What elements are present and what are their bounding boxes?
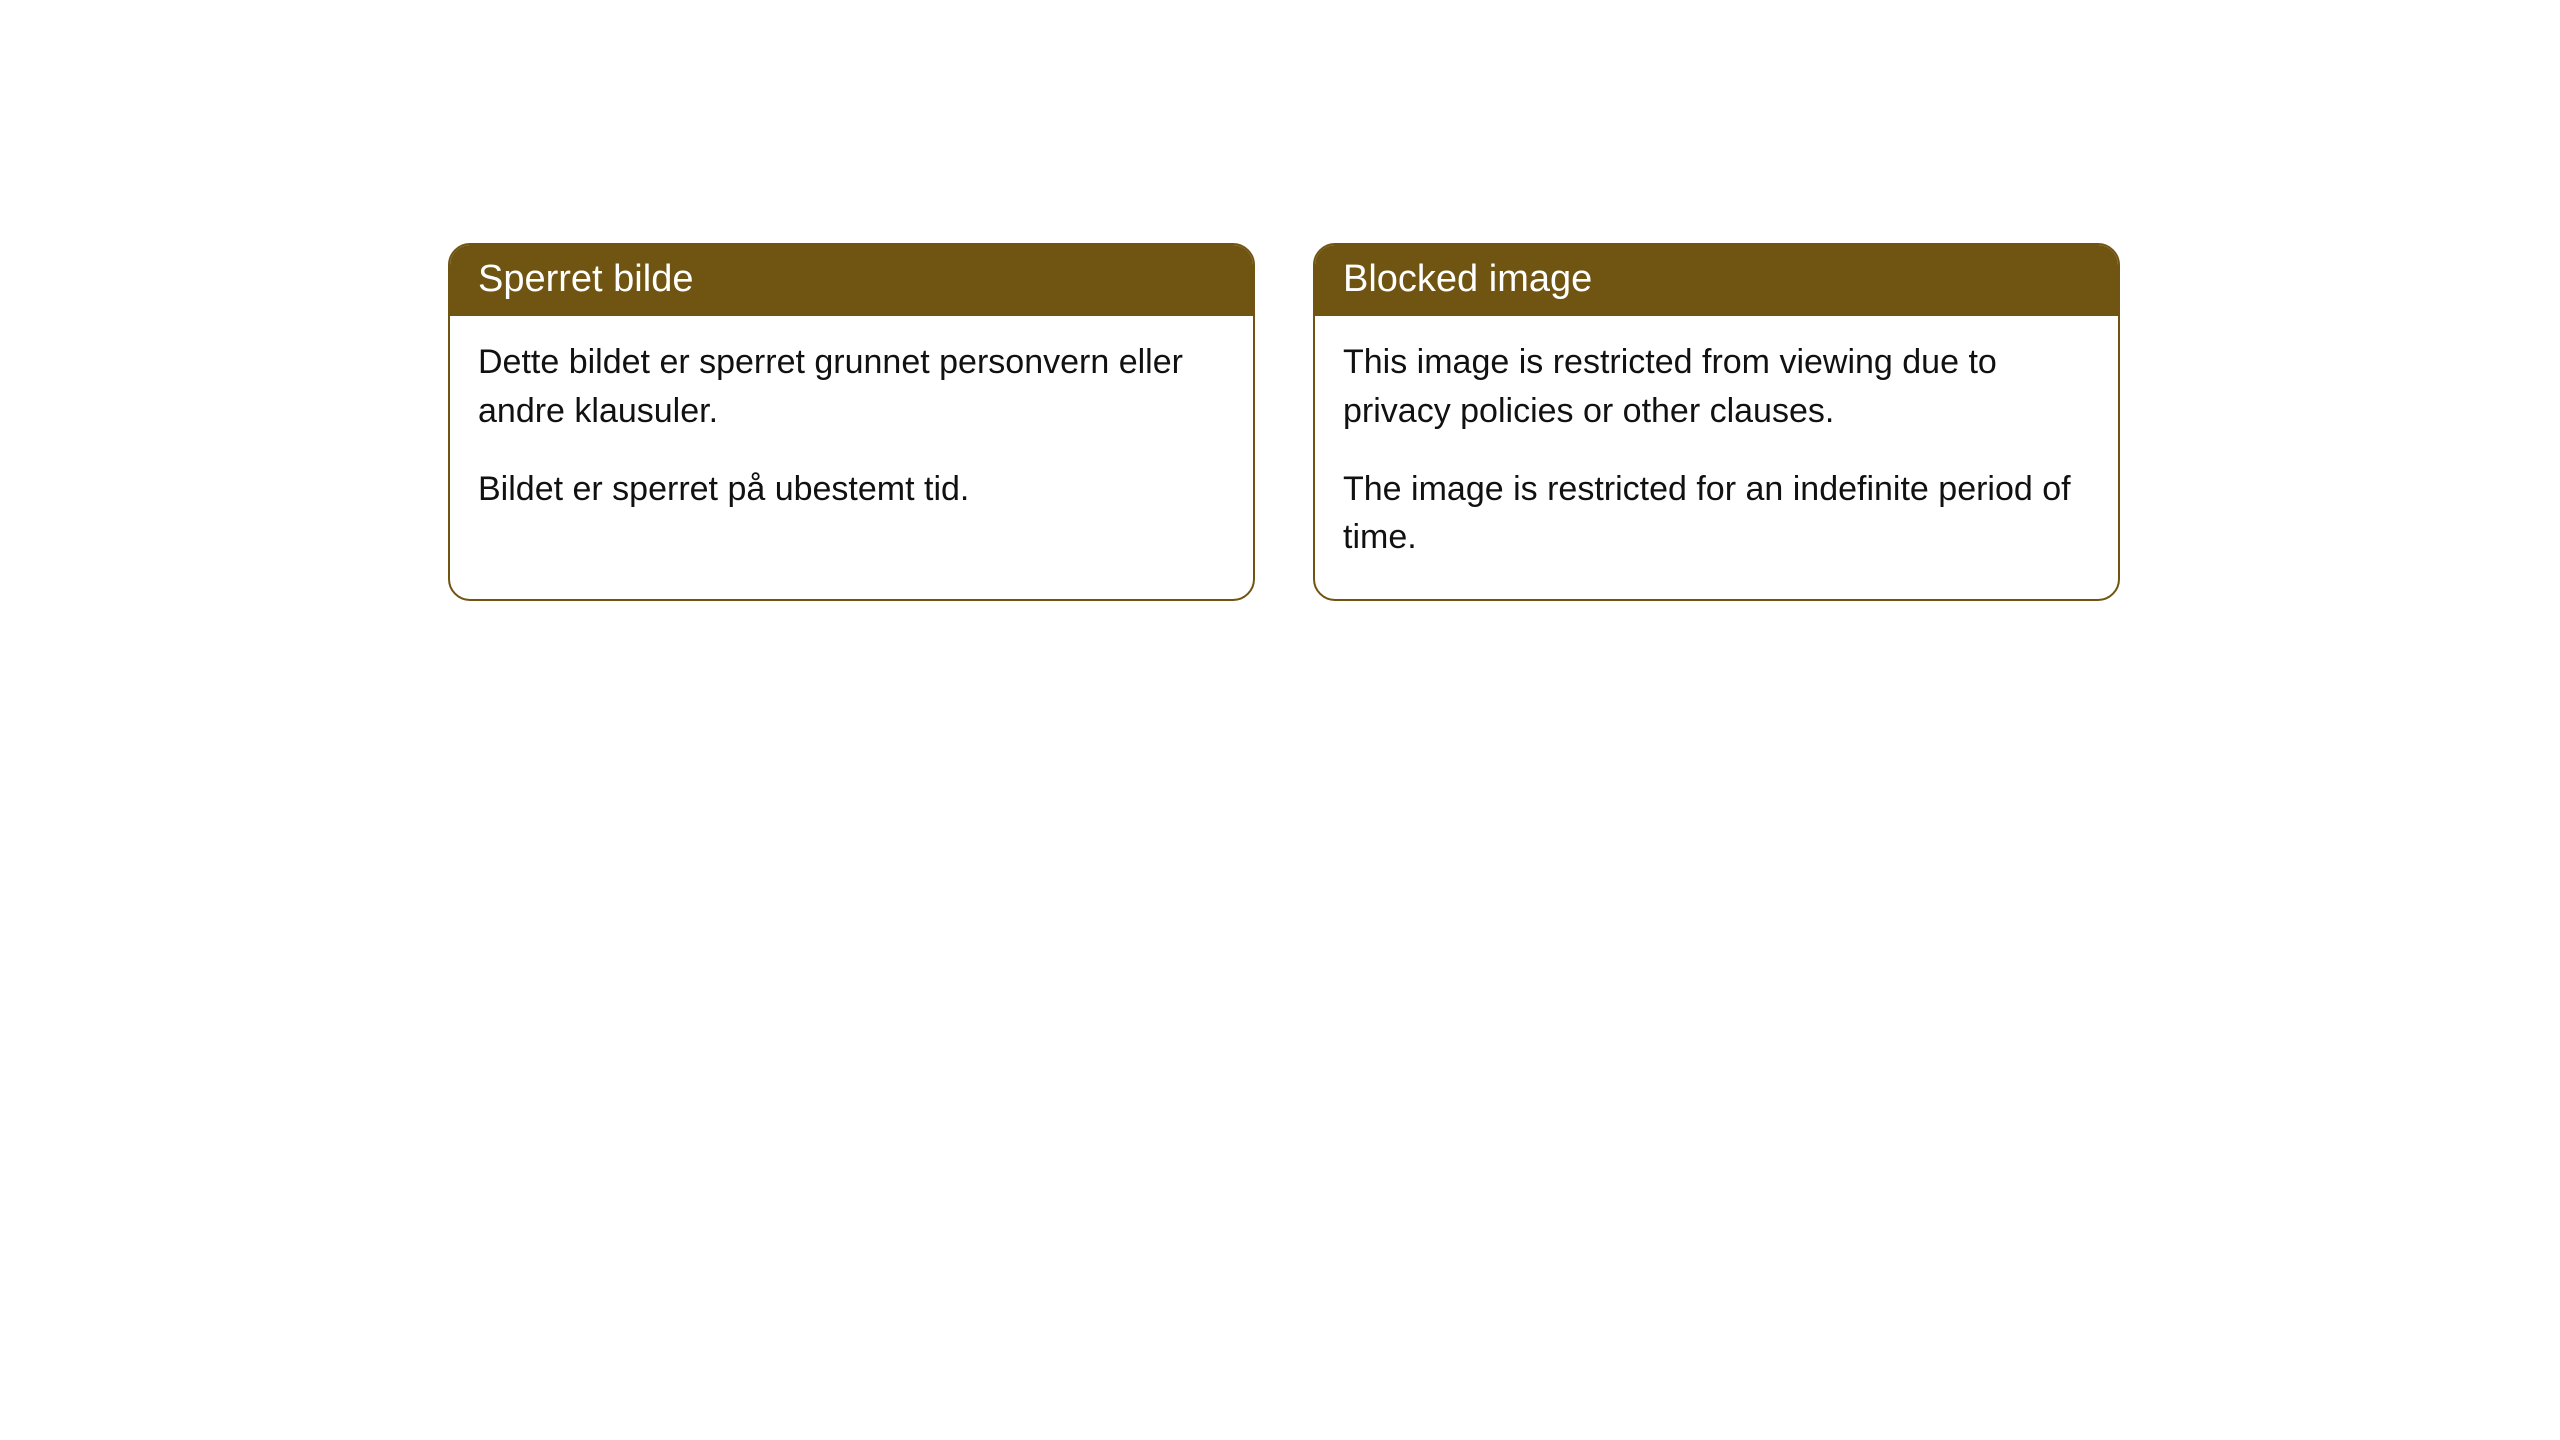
card-header-norwegian: Sperret bilde xyxy=(450,245,1253,316)
card-paragraph: This image is restricted from viewing du… xyxy=(1343,338,2090,435)
card-paragraph: The image is restricted for an indefinit… xyxy=(1343,465,2090,562)
card-body-english: This image is restricted from viewing du… xyxy=(1315,316,2118,599)
cards-container: Sperret bilde Dette bildet er sperret gr… xyxy=(448,243,2120,601)
card-paragraph: Dette bildet er sperret grunnet personve… xyxy=(478,338,1225,435)
card-paragraph: Bildet er sperret på ubestemt tid. xyxy=(478,465,1225,513)
card-header-english: Blocked image xyxy=(1315,245,2118,316)
card-body-norwegian: Dette bildet er sperret grunnet personve… xyxy=(450,316,1253,551)
card-english: Blocked image This image is restricted f… xyxy=(1313,243,2120,601)
card-norwegian: Sperret bilde Dette bildet er sperret gr… xyxy=(448,243,1255,601)
